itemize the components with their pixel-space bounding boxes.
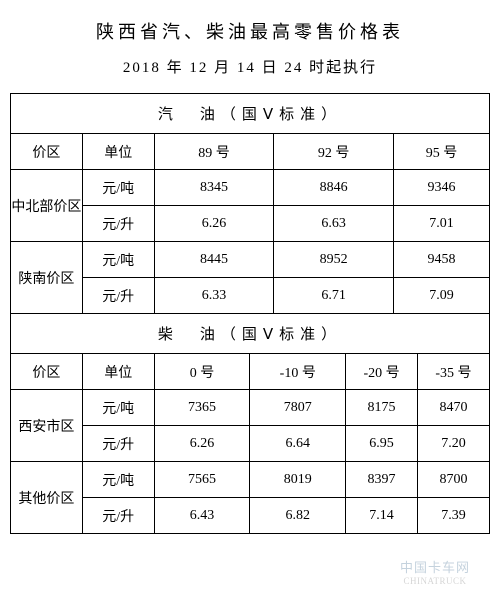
cell: 6.33 <box>154 278 274 314</box>
unit-liter: 元/升 <box>82 278 154 314</box>
page-title: 陕西省汽、柴油最高零售价格表 <box>10 18 490 44</box>
price-table: 汽 油（国Ⅴ标准） 价区 单位 89 号 92 号 95 号 中北部价区 元/吨… <box>10 93 490 534</box>
diesel-grade-3: -35 号 <box>417 354 489 390</box>
cell: 8700 <box>417 462 489 498</box>
diesel-grade-1: -10 号 <box>250 354 346 390</box>
effective-date: 2018 年 12 月 14 日 24 时起执行 <box>10 56 490 77</box>
unit-ton: 元/吨 <box>82 462 154 498</box>
gasoline-header: 汽 油（国Ⅴ标准） <box>11 94 490 134</box>
cell: 7.14 <box>346 498 418 534</box>
cell: 7.01 <box>394 206 490 242</box>
cell: 8019 <box>250 462 346 498</box>
col-unit: 单位 <box>82 134 154 170</box>
gas-grade-1: 92 号 <box>274 134 394 170</box>
unit-liter: 元/升 <box>82 426 154 462</box>
cell: 8345 <box>154 170 274 206</box>
cell: 6.71 <box>274 278 394 314</box>
gas-grade-0: 89 号 <box>154 134 274 170</box>
cell: 7.09 <box>394 278 490 314</box>
cell: 7365 <box>154 390 250 426</box>
cell: 9346 <box>394 170 490 206</box>
watermark: 中国卡车网 CHINATRUCK <box>400 557 470 586</box>
watermark-cn: 中国卡车网 <box>400 557 470 576</box>
cell: 8175 <box>346 390 418 426</box>
unit-ton: 元/吨 <box>82 242 154 278</box>
diesel-grade-0: 0 号 <box>154 354 250 390</box>
cell: 6.43 <box>154 498 250 534</box>
unit-liter: 元/升 <box>82 206 154 242</box>
cell: 8470 <box>417 390 489 426</box>
diesel-header: 柴 油（国Ⅴ标准） <box>11 314 490 354</box>
cell: 7.39 <box>417 498 489 534</box>
diesel-region-0: 西安市区 <box>11 390 83 462</box>
cell: 6.26 <box>154 206 274 242</box>
diesel-grade-2: -20 号 <box>346 354 418 390</box>
cell: 8952 <box>274 242 394 278</box>
cell: 7807 <box>250 390 346 426</box>
gas-grade-2: 95 号 <box>394 134 490 170</box>
cell: 6.26 <box>154 426 250 462</box>
cell: 8397 <box>346 462 418 498</box>
unit-liter: 元/升 <box>82 498 154 534</box>
cell: 6.63 <box>274 206 394 242</box>
col-region: 价区 <box>11 134 83 170</box>
cell: 8445 <box>154 242 274 278</box>
gas-region-0: 中北部价区 <box>11 170 83 242</box>
unit-ton: 元/吨 <box>82 390 154 426</box>
cell: 6.95 <box>346 426 418 462</box>
col-region: 价区 <box>11 354 83 390</box>
cell: 6.64 <box>250 426 346 462</box>
cell: 6.82 <box>250 498 346 534</box>
watermark-en: CHINATRUCK <box>400 576 470 586</box>
cell: 9458 <box>394 242 490 278</box>
diesel-region-1: 其他价区 <box>11 462 83 534</box>
unit-ton: 元/吨 <box>82 170 154 206</box>
gas-region-1: 陕南价区 <box>11 242 83 314</box>
cell: 7565 <box>154 462 250 498</box>
col-unit: 单位 <box>82 354 154 390</box>
cell: 8846 <box>274 170 394 206</box>
cell: 7.20 <box>417 426 489 462</box>
